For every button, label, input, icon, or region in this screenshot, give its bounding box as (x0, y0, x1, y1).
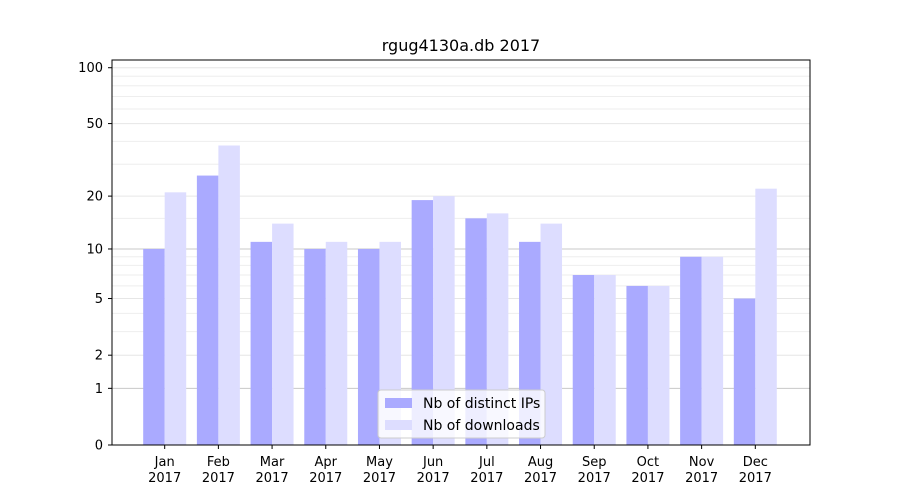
x-tick-label-month: Nov (689, 455, 715, 470)
x-tick-label-year: 2017 (685, 471, 718, 486)
x-tick-label-month: Sep (582, 455, 607, 470)
bar-distinct-ips-oct (626, 285, 648, 445)
bar-downloads-dec (755, 188, 777, 445)
bar-downloads-feb (218, 145, 240, 445)
x-tick-label-month: Jan (154, 455, 175, 470)
bar-downloads-jul (486, 213, 509, 445)
y-tick-label: 0 (95, 439, 103, 454)
x-tick-label-month: Dec (743, 455, 768, 470)
y-axis: 0 1 2 5 10 20 50 100 (78, 61, 112, 454)
bar-downloads-sep (594, 275, 616, 445)
x-tick-label-year: 2017 (524, 471, 557, 486)
legend-label-downloads: Nb of downloads (423, 418, 540, 434)
bar-distinct-ips-dec (733, 298, 756, 445)
x-tick-label-month: Oct (637, 455, 659, 470)
x-tick-label-year: 2017 (148, 471, 181, 486)
plot-area-frame (111, 59, 811, 446)
bar-downloads-aug (540, 223, 563, 445)
x-tick-label-year: 2017 (417, 471, 450, 486)
bar-distinct-ips-apr (304, 248, 326, 445)
legend-swatch-distinct-ips (385, 398, 412, 408)
legend-frame (377, 389, 546, 439)
x-tick-label-year: 2017 (739, 471, 772, 486)
bar-downloads-jun (433, 196, 455, 445)
legend-swatch-downloads (385, 420, 412, 430)
x-axis: Jan2017Feb2017Mar2017Apr2017May2017Jun20… (148, 445, 772, 486)
bar-distinct-ips-jun (411, 200, 434, 445)
bar-downloads-apr (325, 241, 348, 445)
y-tick-label: 2 (95, 349, 103, 364)
bar-distinct-ips-nov (680, 256, 702, 445)
legend: Nb of distinct IPs Nb of downloads (377, 389, 546, 439)
bar-distinct-ips-may (357, 248, 380, 445)
bar-distinct-ips-feb (196, 175, 219, 445)
y-tick-label: 100 (78, 61, 103, 76)
bar-distinct-ips-jan (143, 248, 165, 445)
legend-label-distinct-ips: Nb of distinct IPs (423, 396, 540, 412)
bars (143, 145, 777, 445)
y-tick-label: 1 (95, 382, 103, 397)
bar-downloads-oct (647, 285, 670, 445)
x-tick-label-month: Jun (422, 455, 443, 470)
x-tick-label-month: Aug (528, 455, 553, 470)
y-tick-label: 50 (86, 117, 103, 132)
bar-distinct-ips-mar (250, 241, 273, 445)
x-tick-label-month: May (366, 455, 393, 470)
y-tick-label: 20 (86, 190, 103, 205)
bar-downloads-nov (701, 256, 724, 445)
x-tick-label-year: 2017 (470, 471, 503, 486)
x-tick-label-month: Mar (260, 455, 285, 470)
bar-distinct-ips-jul (465, 218, 487, 445)
x-tick-label-year: 2017 (202, 471, 235, 486)
x-tick-label-year: 2017 (578, 471, 611, 486)
x-tick-label-month: Apr (315, 455, 338, 470)
y-tick-label: 5 (95, 292, 103, 307)
x-tick-label-year: 2017 (256, 471, 289, 486)
bar-distinct-ips-sep (572, 275, 595, 445)
x-tick-label-year: 2017 (363, 471, 396, 486)
x-tick-label-year: 2017 (631, 471, 664, 486)
chart-title: rgug4130a.db 2017 (382, 36, 540, 55)
x-tick-label-month: Feb (207, 455, 230, 470)
y-tick-label: 10 (86, 242, 103, 257)
bar-downloads-mar (272, 223, 294, 445)
bar-downloads-jan (164, 192, 187, 445)
x-tick-label-year: 2017 (309, 471, 342, 486)
x-tick-label-month: Jul (478, 455, 495, 470)
